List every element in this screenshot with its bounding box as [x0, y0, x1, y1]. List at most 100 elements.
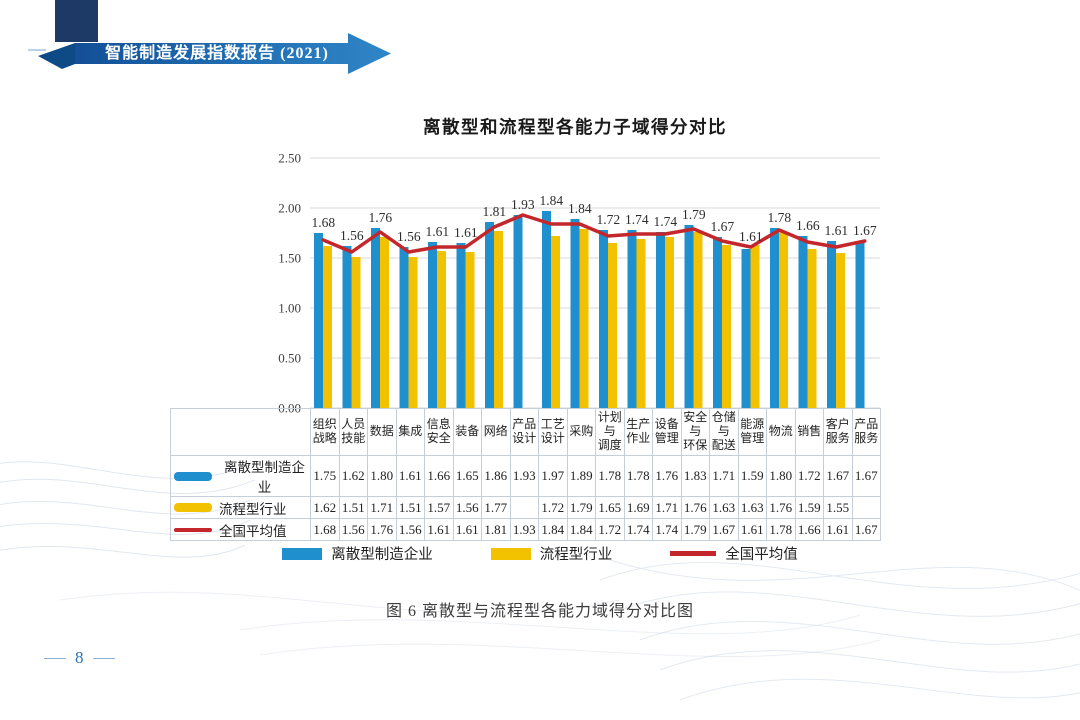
value-cell: 1.84 [538, 518, 568, 541]
y-axis-tick-label: 1.00 [278, 301, 301, 316]
category-header-cell: 组织 战略 [310, 408, 340, 456]
process-bar [636, 239, 646, 408]
value-cell: 1.56 [395, 518, 425, 541]
category-header-cell: 生产 作业 [623, 408, 653, 456]
discrete-bar [513, 215, 523, 408]
data-label: 1.84 [568, 201, 592, 216]
banner-ribbon-arrow [75, 33, 391, 74]
value-cell: 1.67 [851, 518, 881, 541]
data-label: 1.67 [710, 219, 734, 234]
series-swatch-icon [174, 503, 212, 512]
category-header-cell: 能源 管理 [737, 408, 767, 456]
discrete-bar [314, 233, 323, 408]
chart-title: 离散型和流程型各能力子域得分对比 [423, 117, 727, 137]
category-header-cell: 信息 安全 [424, 408, 454, 456]
value-cell: 1.61 [823, 518, 853, 541]
value-cell: 1.66 [424, 455, 454, 497]
category-header-cell: 数据 [367, 408, 397, 456]
data-label: 1.74 [653, 214, 677, 229]
series-label-cell: 全国平均值 [170, 518, 311, 541]
value-cell: 1.72 [794, 455, 824, 497]
series-label-cell: 流程型行业 [170, 496, 311, 519]
value-cell: 1.83 [680, 455, 710, 497]
value-cell: 1.93 [509, 455, 539, 497]
category-header-cell: 网络 [481, 408, 511, 456]
process-bar [807, 249, 817, 408]
category-header-cell: 客户 服务 [823, 408, 853, 456]
discrete-bar [542, 211, 551, 408]
series-name: 流程型行业 [219, 501, 287, 517]
value-cell: 1.56 [452, 496, 482, 519]
data-label: 1.68 [311, 215, 335, 230]
score-table: 组织 战略 人员 技能 数据 集成 信息 安全 装备 网络 产品 设计 工艺 设计 采购 计划 与 … [170, 408, 881, 541]
table-row: 离散型制造企业 1.75 1.62 1.80 1.61 1.66 1.65 1.86 1.93 1… [170, 455, 881, 497]
page-footer: 8 [44, 648, 115, 668]
series-swatch-icon [174, 471, 212, 481]
value-cell: 1.67 [823, 455, 853, 497]
value-cell: 1.80 [766, 455, 796, 497]
value-cell: 1.61 [424, 518, 454, 541]
banner-navy-block [55, 0, 98, 42]
table-row: 全国平均值 1.68 1.56 1.76 1.56 1.61 1.61 1.81 1.93 1.8… [170, 518, 881, 541]
value-cell: 1.81 [481, 518, 511, 541]
legend-label: 全国平均值 [725, 547, 798, 563]
value-cell: 1.78 [766, 518, 796, 541]
series-name: 离散型制造企业 [224, 460, 305, 495]
process-bar [579, 229, 589, 408]
discrete-bar [456, 243, 466, 408]
process-bar [494, 231, 503, 408]
category-header-cell: 物流 [766, 408, 796, 456]
value-cell: 1.61 [452, 518, 482, 541]
value-cell: 1.71 [709, 455, 739, 497]
value-cell: 1.63 [709, 496, 739, 519]
category-header-cell: 人员 技能 [338, 408, 368, 456]
figure-caption: 图 6 离散型与流程型各能力域得分对比图 [385, 603, 694, 620]
legend-item: 流程型行业 [490, 543, 613, 564]
data-label: 1.61 [824, 223, 848, 238]
banner-title: 智能制造发展指数报告 (2021) [105, 45, 329, 62]
process-bar [551, 236, 560, 408]
value-cell: 1.71 [367, 496, 397, 519]
series-label-cell: 离散型制造企业 [170, 455, 311, 497]
data-label: 1.74 [625, 212, 649, 227]
category-header-cell: 装备 [452, 408, 482, 456]
bar-line-chart: 0.000.501.001.502.002.501.681.561.761.56… [278, 151, 880, 416]
value-cell: 1.79 [566, 496, 596, 519]
chart-legend: 离散型制造企业 流程型行业 全国平均值 [170, 543, 910, 564]
y-axis-tick-label: 2.00 [278, 201, 301, 216]
process-bar [750, 245, 760, 408]
value-cell: 1.89 [566, 455, 596, 497]
data-label: 1.56 [340, 228, 364, 243]
discrete-bar [371, 228, 380, 408]
legend-label: 流程型行业 [539, 547, 613, 563]
value-cell: 1.59 [737, 455, 767, 497]
data-label: 1.66 [796, 218, 820, 233]
data-label: 1.78 [767, 210, 791, 225]
discrete-bar [570, 219, 580, 408]
value-cell: 1.51 [395, 496, 425, 519]
discrete-bar [485, 222, 494, 408]
value-cell: 1.69 [623, 496, 653, 519]
header-banner [28, 0, 391, 74]
category-header-cell: 采购 [566, 408, 596, 456]
value-cell: 1.77 [481, 496, 511, 519]
category-header-cell: 计划 与 调度 [595, 408, 625, 456]
data-label: 1.56 [397, 229, 421, 244]
category-header-cell: 工艺 设计 [538, 408, 568, 456]
value-cell: 1.61 [395, 455, 425, 497]
category-header-cell: 仓储 与 配送 [709, 408, 739, 456]
value-cell: 1.93 [509, 518, 539, 541]
value-cell: 1.55 [823, 496, 853, 519]
value-cell: 1.71 [652, 496, 682, 519]
value-cell: 1.62 [338, 455, 368, 497]
value-cell: 1.67 [709, 518, 739, 541]
discrete-bar [627, 230, 637, 408]
process-bar [693, 232, 703, 408]
value-cell: 1.72 [538, 496, 568, 519]
value-cell: 1.68 [310, 518, 340, 541]
value-cell: 1.76 [652, 455, 682, 497]
value-cell: 1.74 [652, 518, 682, 541]
banner-ribbon-fold [38, 43, 75, 69]
